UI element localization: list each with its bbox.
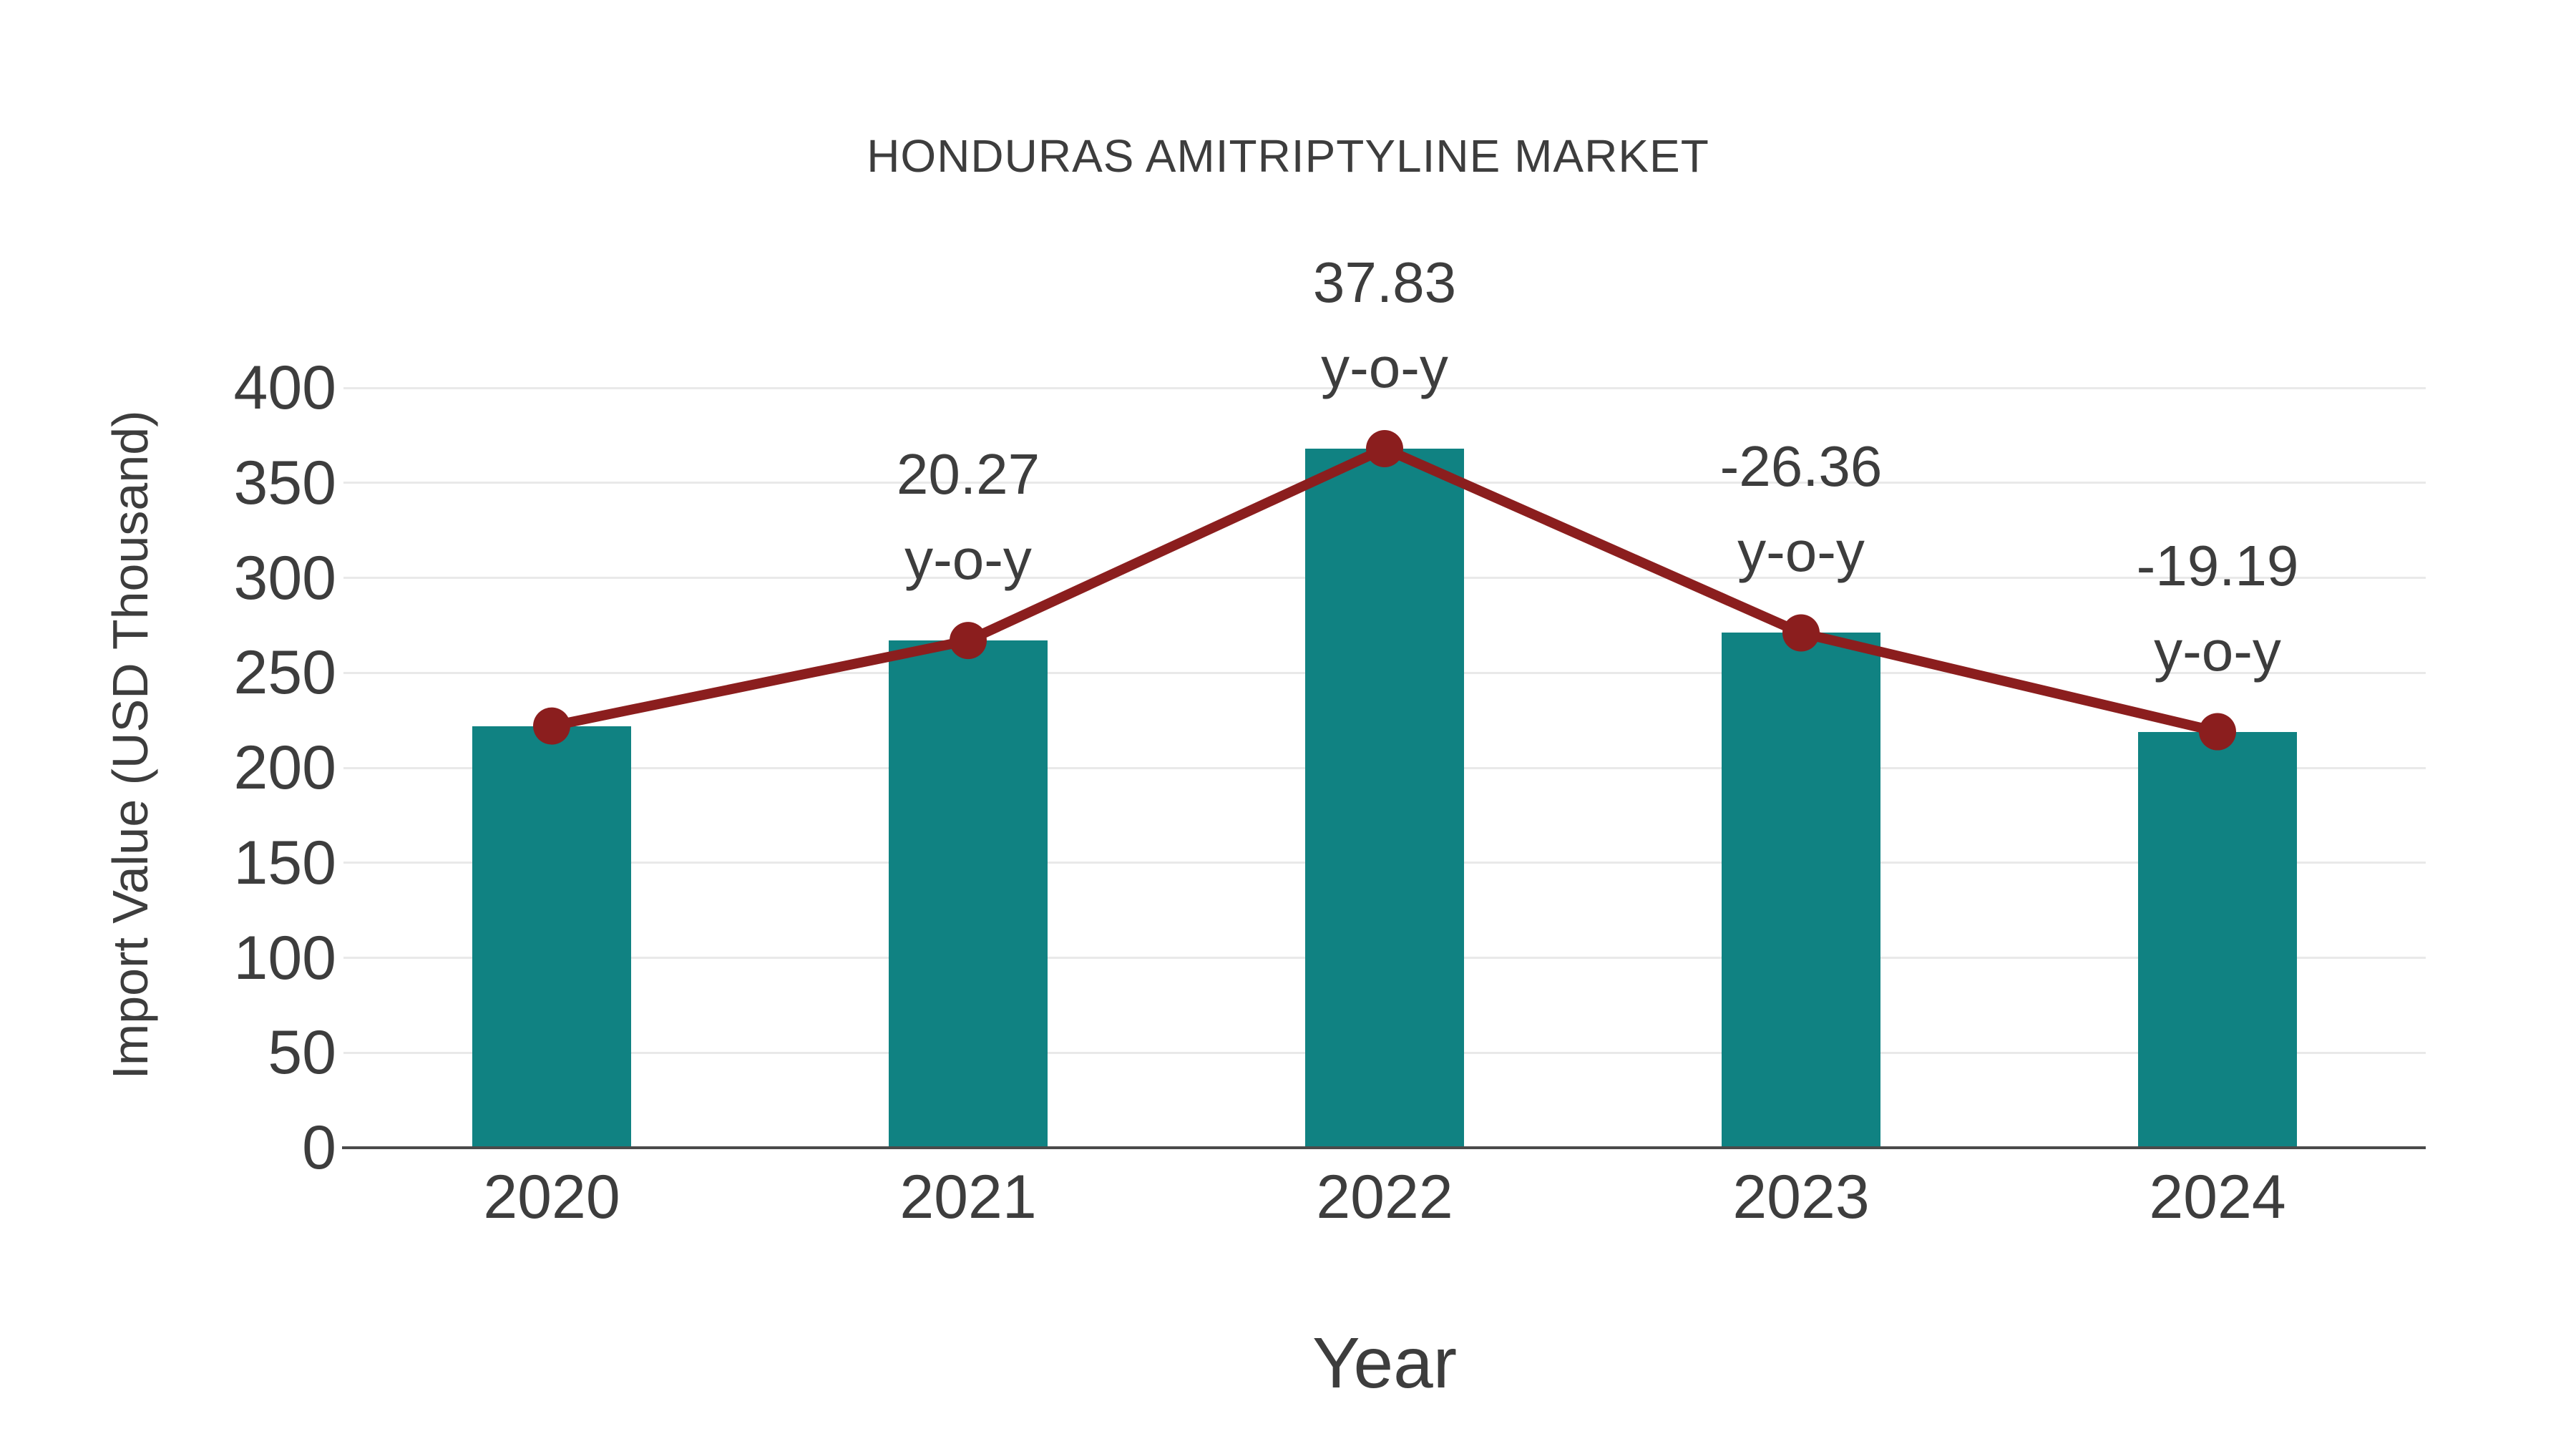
chart-title: HONDURAS AMITRIPTYLINE MARKET: [867, 130, 1709, 182]
annotation-yoy-2021: y-o-y: [904, 527, 1032, 592]
annotation-yoy-2023: y-o-y: [1737, 519, 1865, 584]
bar-2020: [472, 726, 631, 1148]
y-tick-label-250: 250: [233, 638, 337, 708]
y-tick-label-150: 150: [233, 828, 337, 897]
bar-2022: [1305, 448, 1464, 1148]
gridline-400: [343, 386, 2426, 389]
y-tick-label-0: 0: [302, 1113, 336, 1182]
y-tick-label-300: 300: [233, 543, 337, 613]
x-tick-label-2024: 2024: [2149, 1163, 2286, 1231]
bar-2024: [2138, 731, 2297, 1148]
trend-marker-2020: [533, 707, 570, 745]
y-tick-label-350: 350: [233, 448, 337, 517]
trend-marker-2022: [1366, 429, 1403, 467]
bar-2023: [1722, 633, 1880, 1148]
annotation-value-2024: -19.19: [2136, 533, 2299, 597]
x-axis-title: Year: [1312, 1323, 1458, 1403]
y-tick-label-400: 400: [233, 353, 337, 422]
y-tick-label-50: 50: [268, 1018, 336, 1088]
trend-marker-2024: [2199, 713, 2236, 751]
annotation-value-2021: 20.27: [896, 442, 1040, 507]
bar-2021: [889, 640, 1048, 1148]
x-tick-label-2023: 2023: [1732, 1163, 1870, 1231]
y-tick-label-100: 100: [233, 923, 337, 992]
x-axis-line: [342, 1146, 2426, 1149]
x-tick-label-2022: 2022: [1316, 1163, 1453, 1231]
annotation-yoy-2024: y-o-y: [2154, 618, 2281, 683]
annotation-value-2023: -26.36: [1719, 434, 1883, 499]
trend-marker-2021: [950, 622, 987, 660]
annotation-value-2022: 37.83: [1312, 250, 1457, 314]
x-tick-label-2020: 2020: [483, 1163, 620, 1231]
trend-marker-2023: [1782, 614, 1820, 652]
annotation-yoy-2022: y-o-y: [1321, 335, 1448, 399]
x-tick-label-2021: 2021: [899, 1163, 1037, 1231]
y-tick-label-200: 200: [233, 733, 337, 802]
